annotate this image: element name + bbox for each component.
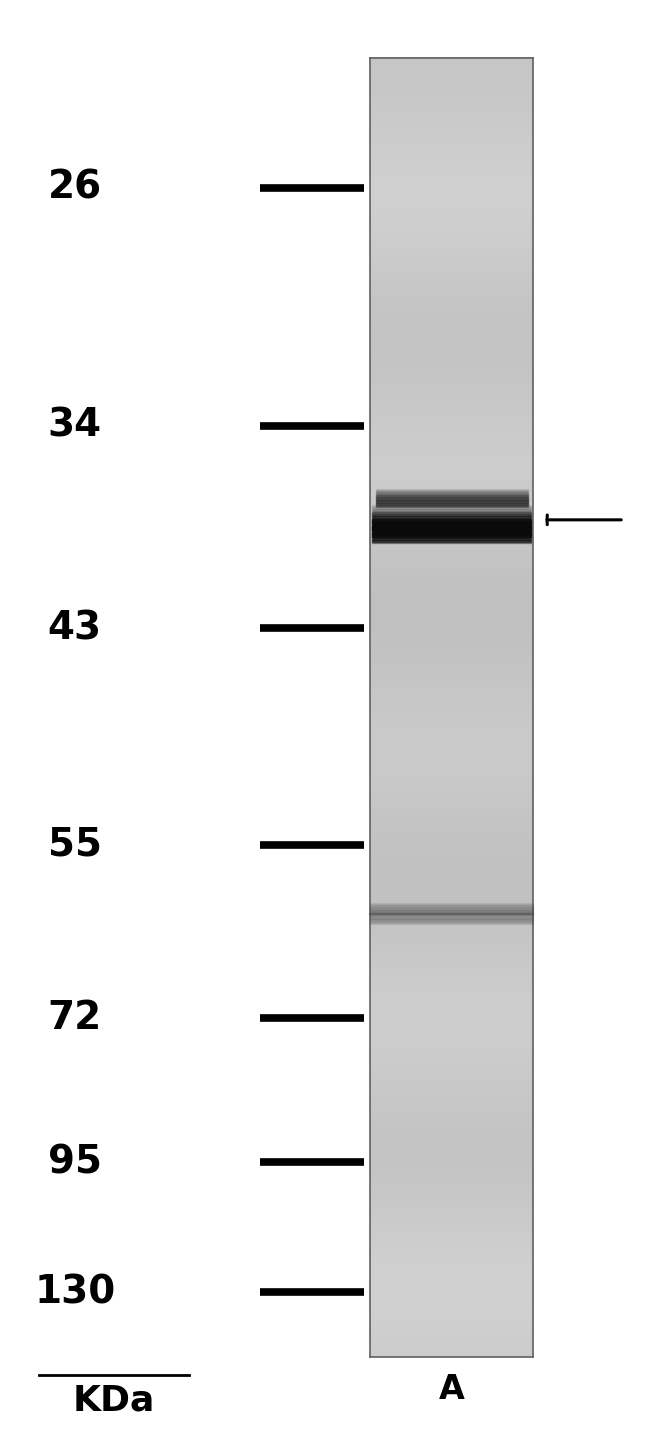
Text: 72: 72 — [47, 999, 102, 1037]
Text: 26: 26 — [47, 169, 102, 206]
Text: A: A — [439, 1373, 465, 1405]
Text: 95: 95 — [47, 1144, 102, 1181]
Text: 43: 43 — [47, 609, 102, 647]
Text: 34: 34 — [47, 407, 102, 445]
Text: KDa: KDa — [73, 1383, 155, 1418]
Text: 130: 130 — [34, 1274, 116, 1311]
Text: 55: 55 — [47, 826, 102, 864]
